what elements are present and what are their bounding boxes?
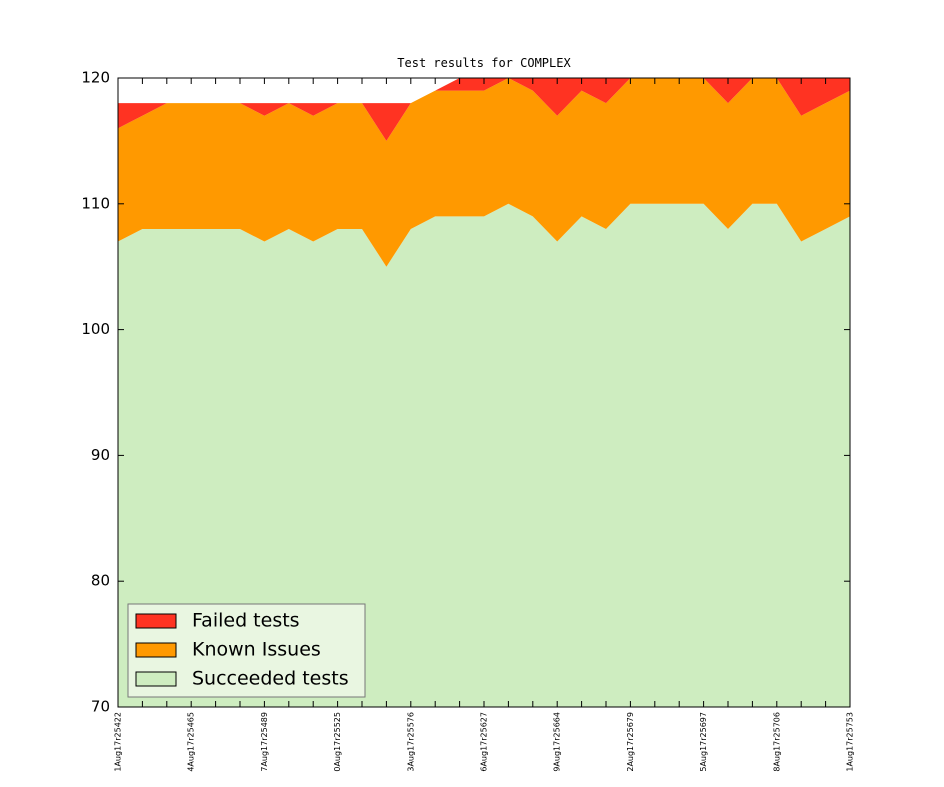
legend-label: Known Issues <box>192 639 321 661</box>
x-tick-label: 1Aug17r25753 <box>846 712 855 772</box>
legend-swatch <box>135 671 177 687</box>
x-tick-label: 5Aug17r25697 <box>699 712 708 772</box>
area <box>118 78 850 141</box>
chart-title: Test results for COMPLEX <box>397 56 571 70</box>
x-tick-label: 8Aug17r25706 <box>772 712 781 772</box>
plot-area <box>118 78 850 707</box>
y-tick-label: 90 <box>91 446 110 464</box>
x-tick-label: 6Aug17r25627 <box>480 712 489 772</box>
y-tick-label: 120 <box>81 69 110 87</box>
x-tick-label: 0Aug17r25525 <box>333 712 342 772</box>
area <box>118 78 850 267</box>
legend-swatch <box>135 642 177 658</box>
y-tick-label: 70 <box>91 698 110 716</box>
x-tick-label: 3Aug17r25576 <box>406 712 415 772</box>
x-tick-label: 1Aug17r25422 <box>114 712 123 772</box>
x-tick-label: 4Aug17r25465 <box>187 712 196 772</box>
area <box>118 203 850 707</box>
y-tick-label: 100 <box>81 320 110 338</box>
x-tick-label: 7Aug17r25489 <box>260 712 269 772</box>
x-tick-label: 9Aug17r25664 <box>553 712 562 772</box>
x-tick-label: 2Aug17r25679 <box>626 712 635 772</box>
y-tick-label: 80 <box>91 572 110 590</box>
y-tick-label: 110 <box>81 194 110 212</box>
legend-label: Failed tests <box>192 610 300 632</box>
legend-swatch <box>135 613 177 629</box>
legend-label: Succeeded tests <box>192 668 349 690</box>
